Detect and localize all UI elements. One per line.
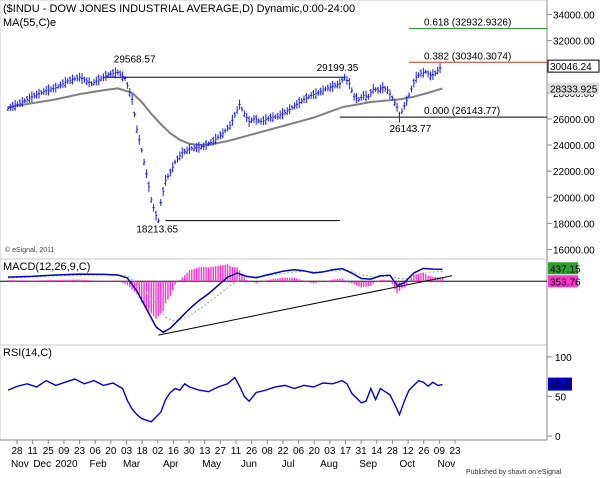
rsi-value-box: [548, 377, 572, 391]
x-axis-day-label: 26: [418, 446, 430, 457]
price-axis-tick-label: 32000.00: [553, 37, 595, 48]
price-axis-tick-label: 16000.00: [553, 245, 595, 256]
x-axis-month-label: Sep: [359, 459, 377, 470]
price-level-label: 29199.35: [317, 63, 359, 74]
fib-level-label: 0.382 (30340.3074): [424, 51, 511, 62]
x-axis-day-label: 28: [387, 446, 399, 457]
x-axis-day-label: 20: [309, 446, 321, 457]
rsi-axis-tick-label: 100: [555, 353, 572, 364]
x-axis-day-label: 09: [434, 446, 446, 457]
x-axis-day-label: 25: [43, 446, 55, 457]
x-axis-day-label: 18: [137, 446, 149, 457]
x-axis-day-label: 06: [90, 446, 102, 457]
rsi-panel: [0, 344, 548, 441]
x-axis-day-label: 14: [371, 446, 383, 457]
x-axis-day-label: 03: [121, 446, 133, 457]
x-axis-day-label: 22: [277, 446, 289, 457]
x-axis-month-label: Dec: [33, 459, 51, 470]
rsi-axis-tick-label: 0: [555, 432, 561, 443]
macd-signal-value-box: [548, 275, 578, 288]
x-axis-day-label: 30: [184, 446, 196, 457]
x-axis-day-label: 11: [27, 446, 38, 457]
x-axis-month-label: Mar: [123, 459, 141, 470]
rsi-axis-tick-label: 50: [555, 392, 567, 403]
x-axis-day-label: 20: [105, 446, 117, 457]
rsi-label: RSI(14,C): [3, 347, 52, 359]
price-level-label: 18213.65: [136, 225, 178, 236]
macd-signal-value-label: 353.76: [550, 277, 581, 288]
fib-level-label: 0.618 (32932.9326): [424, 17, 511, 28]
macd-line: [7, 267, 443, 334]
x-axis-day-label: 03: [324, 446, 336, 457]
x-axis-day-label: 23: [449, 446, 461, 457]
watermark: © eSignal, 2011: [5, 246, 55, 254]
x-axis-day-label: 16: [168, 446, 180, 457]
price-axis-tick-label: 18000.00: [553, 219, 595, 230]
rsi-value-label: 65.3: [550, 380, 570, 391]
macd-value-box: [548, 262, 578, 275]
x-axis-day-label: 06: [293, 446, 305, 457]
fib-level-label: 0.000 (26143.77): [424, 106, 500, 117]
x-axis-month-label: 2020: [55, 459, 78, 470]
x-axis-day-label: 17: [340, 446, 352, 457]
x-axis-day-label: 02: [152, 446, 164, 457]
x-axis-day-label: 13: [199, 446, 211, 457]
price-axis-tick-label: 22000.00: [553, 167, 595, 178]
ma-value-label: 28333.925: [550, 84, 598, 95]
last-price-label: 30046.24: [550, 62, 592, 73]
macd-trendline: [158, 275, 453, 336]
x-axis-month-label: Oct: [399, 459, 415, 470]
x-axis-day-label: 11: [231, 446, 242, 457]
price-level-label: 26143.77: [389, 124, 431, 135]
x-axis-day-label: 08: [262, 446, 274, 457]
price-axis-tick-label: 34000.00: [553, 11, 595, 22]
price-axis-tick-label: 26000.00: [553, 115, 595, 126]
x-axis-day-label: 27: [215, 446, 227, 457]
x-axis-month-label: Apr: [163, 459, 179, 470]
price-axis-tick-label: 20000.00: [553, 193, 595, 204]
x-axis-month-label: May: [202, 459, 221, 470]
x-axis-month-label: Jun: [241, 459, 257, 470]
x-axis-month-label: Feb: [89, 459, 107, 470]
ma-legend-label: MA(55,C)e: [3, 17, 56, 29]
x-axis-day-label: 09: [58, 446, 70, 457]
price-level-label: 29568.57: [114, 54, 156, 65]
x-axis-month-label: Jul: [282, 459, 295, 470]
x-axis-month-label: Aug: [320, 459, 338, 470]
ma-line: [7, 87, 443, 147]
macd-label: MACD(12,26,9,C): [3, 261, 90, 273]
chart-title: ($INDU - DOW JONES INDUSTRIAL AVERAGE,D)…: [3, 3, 355, 15]
x-axis-month-label: Nov: [11, 459, 29, 470]
x-axis-day-label: 12: [403, 446, 415, 457]
footer-publisher: Published by shavit on eSignal: [466, 469, 562, 476]
ma-value-box: [548, 82, 599, 95]
x-axis-day-label: 23: [74, 446, 86, 457]
price-axis-tick-label: 24000.00: [553, 141, 595, 152]
x-axis-day-label: 26: [246, 446, 258, 457]
last-price-box: [547, 59, 600, 73]
x-axis-day-label: 28: [11, 446, 23, 457]
rsi-line: [7, 376, 443, 423]
x-axis-day-label: 31: [356, 446, 368, 457]
macd-value-label: 437.15: [550, 264, 581, 275]
x-axis-month-label: Nov: [437, 459, 455, 470]
